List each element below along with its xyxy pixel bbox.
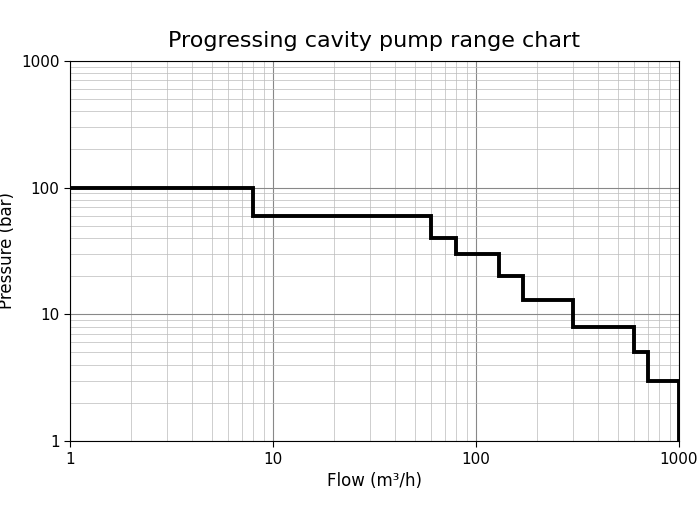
Y-axis label: Pressure (bar): Pressure (bar) (0, 193, 15, 309)
X-axis label: Flow (m³/h): Flow (m³/h) (327, 472, 422, 490)
Title: Progressing cavity pump range chart: Progressing cavity pump range chart (169, 31, 580, 51)
